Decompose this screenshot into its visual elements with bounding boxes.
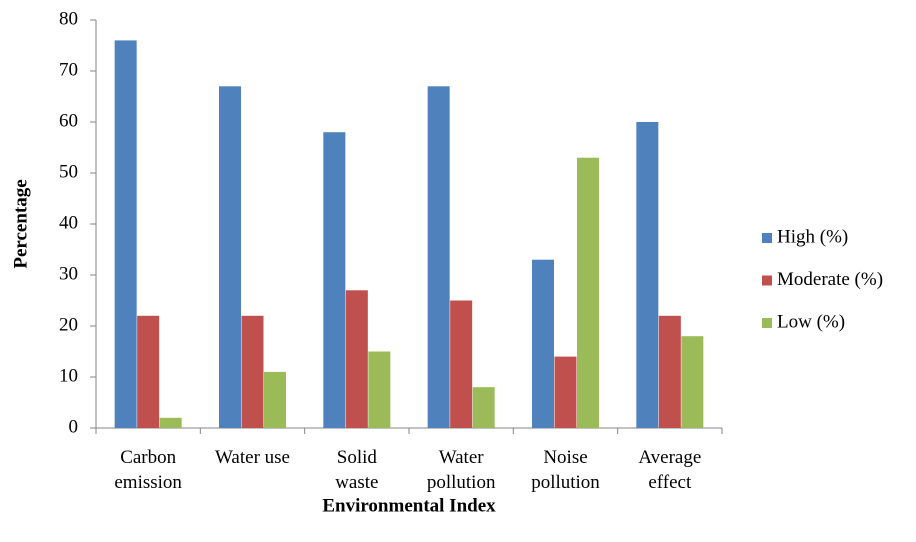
bar (368, 351, 391, 428)
bar (472, 387, 495, 428)
x-tick-label: Solid waste (335, 447, 379, 493)
legend-swatch (762, 318, 772, 328)
bar (450, 300, 473, 428)
bar (658, 315, 681, 428)
bar (681, 336, 704, 428)
bar (532, 259, 554, 428)
x-tick-label: Water pollution (426, 447, 496, 493)
y-tick-label: 10 (59, 365, 78, 386)
legend-swatch (762, 233, 772, 243)
y-tick-label: 70 (59, 59, 78, 80)
y-tick-label: 60 (59, 110, 78, 131)
bar (137, 315, 160, 428)
y-tick-label: 80 (59, 8, 78, 29)
bar (159, 417, 182, 428)
bar (264, 371, 286, 428)
bar (114, 40, 137, 429)
bar (241, 315, 264, 428)
bar (577, 157, 599, 428)
bar (636, 122, 659, 428)
x-tick-label: Carbon emission (114, 447, 182, 493)
bar (323, 132, 346, 428)
bar (219, 86, 241, 429)
bar (345, 290, 368, 428)
y-tick-label: 0 (69, 416, 79, 437)
x-tick-label: Water use (215, 447, 290, 468)
legend-label: Low (%) (777, 311, 845, 332)
y-tick-label: 30 (59, 263, 78, 284)
x-tick-label: Average effect (638, 447, 702, 493)
bar (427, 86, 450, 429)
legend-label: High (%) (777, 226, 848, 247)
y-axis-title: Percentage (10, 179, 31, 268)
x-axis-title: Environmental Index (322, 495, 496, 516)
x-tick-label: Noise pollution (531, 447, 600, 493)
y-tick-label: 20 (59, 314, 78, 335)
legend-label: Moderate (%) (777, 269, 883, 290)
y-tick-label: 50 (59, 161, 78, 182)
bar (554, 356, 577, 428)
legend-swatch (762, 275, 772, 286)
y-tick-label: 40 (59, 212, 78, 233)
